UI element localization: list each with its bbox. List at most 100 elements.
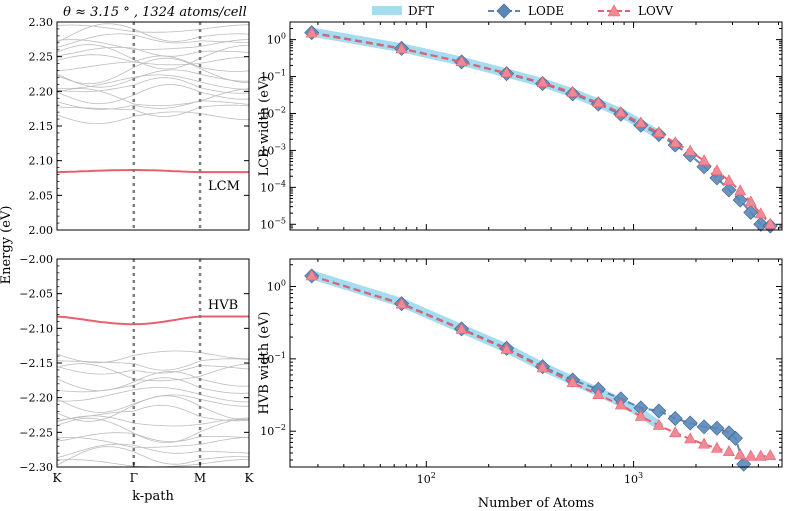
lovv-point <box>592 388 605 399</box>
y-tick-label: 2.25 <box>29 51 54 64</box>
lode-point <box>696 419 712 435</box>
legend-dft-label: DFT <box>408 4 434 18</box>
lovv-point <box>764 217 777 229</box>
x-tick-label: M <box>194 471 206 485</box>
hvb-frame <box>289 258 783 468</box>
lovv-point <box>722 174 735 186</box>
y-tick-label: −2.15 <box>19 357 53 370</box>
lovv-point <box>698 154 711 166</box>
lovv-point <box>566 85 579 97</box>
lovv-point <box>305 269 318 281</box>
band-line <box>57 55 249 72</box>
y-tick-label: −2.05 <box>19 288 53 301</box>
y-tick-label: 2.05 <box>29 189 54 202</box>
lovv-point <box>734 184 747 196</box>
band-line <box>57 443 249 458</box>
lovv-point <box>734 448 747 460</box>
band-line <box>57 57 249 85</box>
band-line <box>57 436 249 448</box>
lovv-point <box>614 106 627 118</box>
band-line <box>57 365 249 375</box>
band-line <box>57 33 249 48</box>
legend: DFT LODE LOVV <box>372 3 673 19</box>
lovv-point <box>669 426 682 438</box>
lode-point <box>736 456 752 472</box>
lovv-point <box>764 448 777 460</box>
band-upper-panel: 2.00 2.05 2.10 2.15 2.20 2.25 2.30 <box>29 16 249 237</box>
lovv-point <box>305 26 318 38</box>
band-line <box>57 446 249 466</box>
hvb-axis-label: HVB width (eV) <box>257 312 272 415</box>
lode-point <box>743 204 759 220</box>
dft-series <box>307 270 664 430</box>
legend-lovv-marker <box>607 4 621 17</box>
band-line <box>57 387 249 403</box>
band-line <box>57 44 249 70</box>
lovv-point <box>500 342 513 354</box>
lode-point <box>651 403 667 419</box>
lovv-point <box>684 432 697 444</box>
lovv-point <box>754 449 767 461</box>
x-tick-label: Γ <box>130 471 138 485</box>
lovv-point <box>652 126 665 138</box>
lcm-label: LCM <box>208 179 240 194</box>
band-lower-panel: −2.00−2.05−2.10−2.15−2.20−2.25−2.30K Γ M K <box>19 253 254 485</box>
lcb-axis-label: LCB width (eV) <box>257 76 272 177</box>
lovv-point <box>634 409 647 421</box>
lovv-point <box>754 207 767 219</box>
lovv-series-line <box>311 32 772 225</box>
y-tick-label: −2.10 <box>19 322 53 335</box>
lovv-point <box>395 297 408 309</box>
x-tick-label: 103 <box>624 471 643 486</box>
lovv-point <box>395 42 408 54</box>
y-tick-label: 2.20 <box>29 85 54 98</box>
band-line <box>57 88 249 106</box>
x-tick-label: K <box>53 471 63 485</box>
y-tick-label: −2.25 <box>19 426 53 439</box>
lovv-point <box>455 55 468 67</box>
band-upper-frame <box>56 21 250 231</box>
lode-point <box>709 420 725 436</box>
x-tick-label: K <box>245 471 255 485</box>
lovv-point <box>455 322 468 334</box>
band-line <box>57 395 249 422</box>
band-line <box>57 23 249 43</box>
band-line <box>57 377 249 394</box>
band-lines <box>57 23 249 174</box>
legend-lovv-label: LOVV <box>638 4 673 18</box>
x-tick-label: 102 <box>417 471 436 486</box>
y-tick-label: 100 <box>267 279 286 294</box>
highlight-band-lcm <box>57 169 249 174</box>
y-tick-label: −2.20 <box>19 392 53 405</box>
y-tick-label: 10−4 <box>260 179 286 194</box>
hvb-label: HVB <box>208 298 238 313</box>
band-line <box>57 111 249 124</box>
band-line <box>57 370 249 392</box>
lovv-point <box>744 449 757 461</box>
band-line <box>57 432 249 442</box>
y-tick-label: −2.30 <box>19 461 53 474</box>
band-line <box>57 46 249 57</box>
lovv-point <box>536 76 549 88</box>
lovv-point <box>744 195 757 207</box>
band-line <box>57 24 249 33</box>
band-line <box>57 84 249 105</box>
band-line <box>57 104 249 117</box>
lovv-point <box>710 164 723 176</box>
band-line <box>57 77 249 94</box>
lode-point <box>732 192 748 208</box>
band-line <box>57 100 249 110</box>
kpath-axis-label: k-path <box>132 489 174 504</box>
band-title: θ ≈ 3.15 ° , 1324 atoms/cell <box>63 5 247 20</box>
lovv-point <box>669 136 682 148</box>
energy-axis-label: Energy (eV) <box>0 206 14 285</box>
y-tick-label: 10−2 <box>260 105 286 120</box>
band-line <box>57 458 249 467</box>
lovv-point <box>536 361 549 373</box>
lcb-frame <box>289 21 783 231</box>
lovv-point <box>684 144 697 156</box>
y-tick-label: 10−5 <box>260 216 286 231</box>
atoms-axis-label: Number of Atoms <box>478 496 594 511</box>
lovv-point <box>652 418 665 430</box>
